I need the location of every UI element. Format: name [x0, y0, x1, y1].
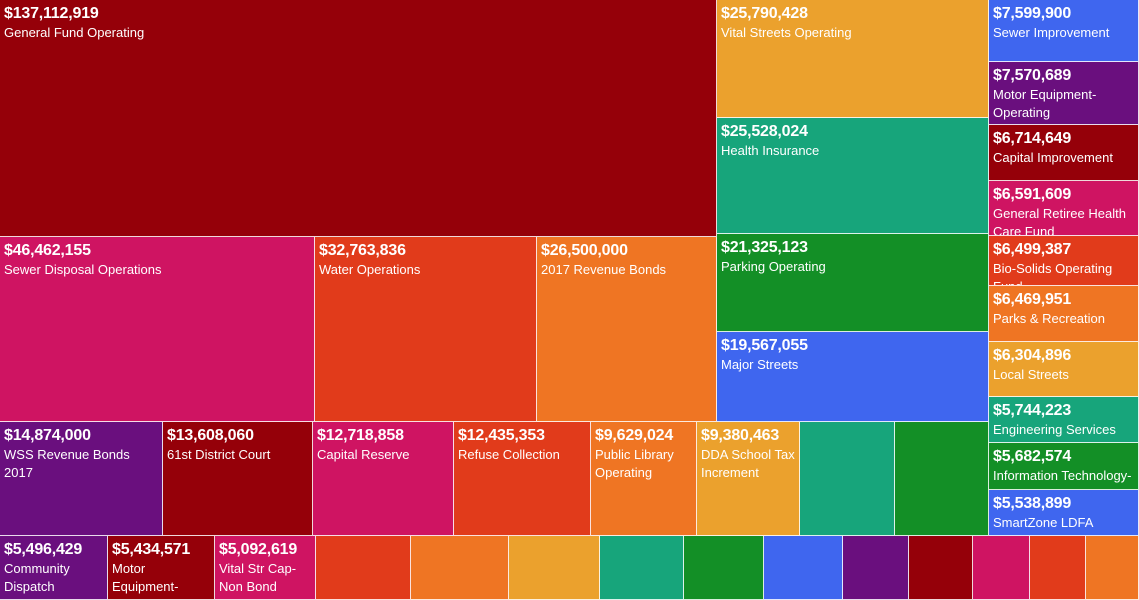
tile-smartzone-ldfa[interactable]: $5,538,899 SmartZone LDFA [989, 490, 1139, 536]
tile-label: Engineering Services [993, 422, 1116, 437]
tile-label: Community Dispatch [4, 561, 70, 594]
tile-amount: $137,112,919 [4, 5, 99, 22]
tile-unlabeled[interactable] [509, 536, 600, 600]
tile-unlabeled[interactable] [909, 536, 973, 600]
tile-general-fund-operating[interactable]: $137,112,919 General Fund Operating [0, 0, 717, 237]
tile-amount: $26,500,000 [541, 242, 628, 259]
tile-amount: $7,599,900 [993, 5, 1072, 22]
tile-label: Sewer Disposal Operations [4, 262, 162, 277]
tile-vital-str-cap-non-bond[interactable]: $5,092,619 Vital Str Cap-Non Bond [215, 536, 316, 600]
tile-community-dispatch[interactable]: $5,496,429 Community Dispatch [0, 536, 108, 600]
tile-unlabeled[interactable] [800, 422, 895, 536]
tile-label: Motor Equipment-Operating [993, 87, 1097, 120]
tile-unlabeled[interactable] [843, 536, 909, 600]
tile-amount: $25,528,024 [721, 123, 808, 140]
tile-amount: $6,304,896 [993, 347, 1072, 364]
tile-motor-equipment[interactable]: $5,434,571 Motor Equipment- [108, 536, 215, 600]
tile-unlabeled[interactable] [1086, 536, 1139, 600]
tile-label: Capital Reserve [317, 447, 410, 462]
tile-label: Sewer Improvement [993, 25, 1110, 40]
tile-parking-operating[interactable]: $21,325,123 Parking Operating [717, 234, 989, 332]
tile-amount: $21,325,123 [721, 239, 808, 256]
tile-local-streets[interactable]: $6,304,896 Local Streets [989, 342, 1139, 397]
tile-label: 61st District Court [167, 447, 271, 462]
tile-label: Bio-Solids Operating Fund [993, 261, 1113, 285]
tile-amount: $5,092,619 [219, 541, 298, 558]
tile-label: Parks & Recreation [993, 311, 1105, 326]
tile-amount: $25,790,428 [721, 5, 808, 22]
tile-unlabeled[interactable] [316, 536, 411, 600]
tile-unlabeled[interactable] [411, 536, 509, 600]
tile-amount: $5,682,574 [993, 448, 1072, 465]
tile-label: Public Library Operating [595, 447, 674, 480]
tile-major-streets[interactable]: $19,567,055 Major Streets [717, 332, 989, 422]
tile-label: General Fund Operating [4, 25, 145, 40]
tile-label: Vital Str Cap-Non Bond [219, 561, 297, 594]
tile-unlabeled[interactable] [1030, 536, 1086, 600]
tile-label: Water Operations [319, 262, 421, 277]
tile-bio-solids-operating-fund[interactable]: $6,499,387 Bio-Solids Operating Fund [989, 236, 1139, 286]
tile-refuse-collection[interactable]: $12,435,353 Refuse Collection [454, 422, 591, 536]
tile-health-insurance[interactable]: $25,528,024 Health Insurance [717, 118, 989, 234]
tile-label: WSS Revenue Bonds 2017 [4, 447, 130, 480]
tile-unlabeled[interactable] [895, 422, 989, 536]
tile-parks-recreation[interactable]: $6,469,951 Parks & Recreation [989, 286, 1139, 342]
tile-label: 2017 Revenue Bonds [541, 262, 667, 277]
tile-dda-school-tax-increment[interactable]: $9,380,463 DDA School Tax Increment [697, 422, 800, 536]
tile-amount: $5,496,429 [4, 541, 83, 558]
tile-label: Capital Improvement [993, 150, 1113, 165]
tile-amount: $32,763,836 [319, 242, 406, 259]
tile-label: Information Technology- [993, 468, 1132, 483]
tile-unlabeled[interactable] [764, 536, 843, 600]
tile-amount: $12,435,353 [458, 427, 545, 444]
tile-label: Vital Streets Operating [721, 25, 852, 40]
tile-amount: $6,469,951 [993, 291, 1072, 308]
tile-sewer-improvement[interactable]: $7,599,900 Sewer Improvement [989, 0, 1139, 62]
tile-label: SmartZone LDFA [993, 515, 1094, 530]
tile-label: Motor Equipment- [112, 561, 179, 594]
tile-unlabeled[interactable] [684, 536, 764, 600]
tile-general-retiree-health-care-fund[interactable]: $6,591,609 General Retiree Health Care Fu… [989, 181, 1139, 236]
tile-capital-reserve[interactable]: $12,718,858 Capital Reserve [313, 422, 454, 536]
tile-motor-equipment-operating[interactable]: $7,570,689 Motor Equipment-Operating [989, 62, 1139, 125]
tile-information-technology[interactable]: $5,682,574 Information Technology- [989, 443, 1139, 490]
tile-wss-revenue-bonds-2017[interactable]: $14,874,000 WSS Revenue Bonds 2017 [0, 422, 163, 536]
tile-amount: $19,567,055 [721, 337, 808, 354]
tile-sewer-disposal-operations[interactable]: $46,462,155 Sewer Disposal Operations [0, 237, 315, 422]
tile-water-operations[interactable]: $32,763,836 Water Operations [315, 237, 537, 422]
tile-amount: $5,744,223 [993, 402, 1072, 419]
tile-61st-district-court[interactable]: $13,608,060 61st District Court [163, 422, 313, 536]
tile-label: Refuse Collection [458, 447, 560, 462]
tile-amount: $6,591,609 [993, 186, 1072, 203]
tile-label: Health Insurance [721, 143, 820, 158]
tile-amount: $6,499,387 [993, 241, 1072, 258]
tile-public-library-operating[interactable]: $9,629,024 Public Library Operating [591, 422, 697, 536]
tile-label: General Retiree Health Care Fund [993, 206, 1126, 236]
tile-amount: $46,462,155 [4, 242, 91, 259]
tile-amount: $7,570,689 [993, 67, 1072, 84]
tile-label: Local Streets [993, 367, 1069, 382]
tile-label: Major Streets [721, 357, 799, 372]
tile-2017-revenue-bonds[interactable]: $26,500,000 2017 Revenue Bonds [537, 237, 717, 422]
tile-unlabeled[interactable] [973, 536, 1030, 600]
tile-amount: $6,714,649 [993, 130, 1072, 147]
tile-engineering-services[interactable]: $5,744,223 Engineering Services [989, 397, 1139, 443]
tile-label: Parking Operating [721, 259, 826, 274]
tile-vital-streets-operating[interactable]: $25,790,428 Vital Streets Operating [717, 0, 989, 118]
tile-amount: $12,718,858 [317, 427, 404, 444]
tile-unlabeled[interactable] [600, 536, 684, 600]
tile-amount: $14,874,000 [4, 427, 91, 444]
tile-amount: $9,380,463 [701, 427, 780, 444]
tile-amount: $5,434,571 [112, 541, 191, 558]
tile-amount: $13,608,060 [167, 427, 254, 444]
tile-label: DDA School Tax Increment [701, 447, 795, 480]
tile-capital-improvement[interactable]: $6,714,649 Capital Improvement [989, 125, 1139, 181]
tile-amount: $5,538,899 [993, 495, 1072, 512]
tile-amount: $9,629,024 [595, 427, 674, 444]
